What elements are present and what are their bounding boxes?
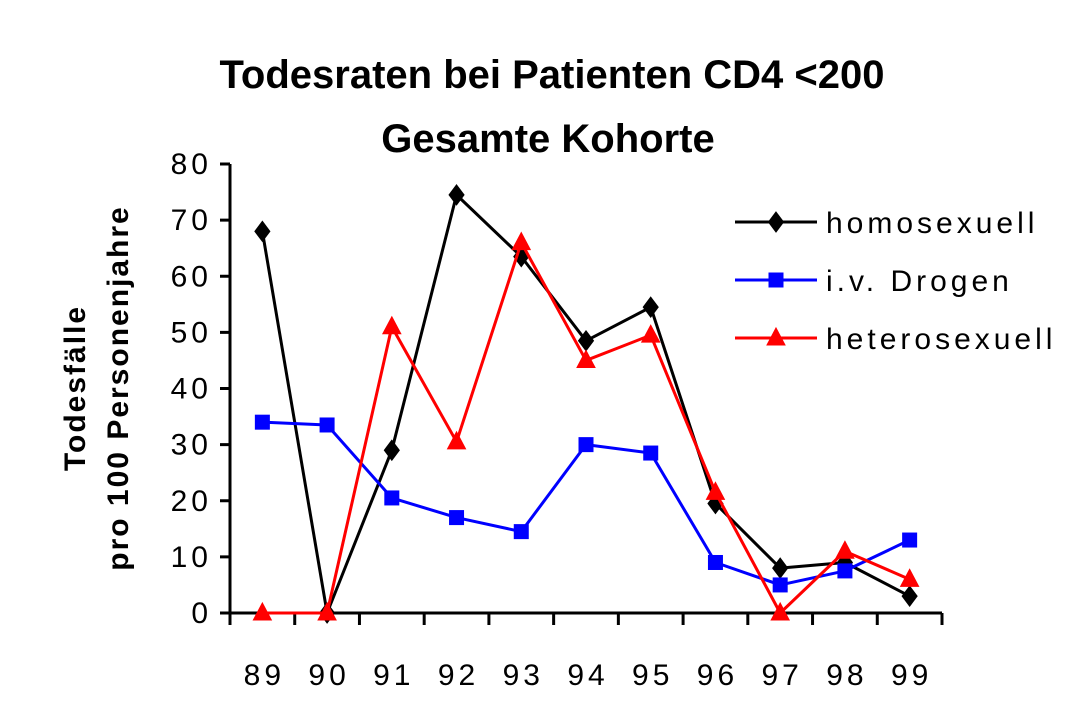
data-point bbox=[448, 184, 465, 206]
data-point bbox=[576, 349, 596, 368]
x-tick-labels: 89 90 91 92 93 94 95 96 97 98 99 bbox=[244, 659, 932, 692]
legend-marker bbox=[768, 272, 784, 288]
series-0 bbox=[254, 184, 918, 624]
series-line bbox=[260, 193, 911, 615]
data-point bbox=[902, 532, 918, 548]
x-tick-label: 89 bbox=[244, 659, 285, 692]
data-point bbox=[319, 417, 335, 433]
y-tick-label: 50 bbox=[171, 316, 212, 349]
y-tick-labels: 0 10 20 30 40 50 60 70 80 bbox=[171, 148, 212, 630]
y-tick-label: 70 bbox=[171, 204, 212, 237]
data-point bbox=[511, 231, 532, 251]
x-tick-label: 96 bbox=[697, 659, 738, 692]
x-tick-label: 99 bbox=[891, 659, 932, 692]
y-tick-label: 20 bbox=[171, 485, 212, 518]
x-tick-label: 93 bbox=[503, 659, 544, 692]
legend-label: heterosexuell bbox=[826, 323, 1056, 356]
data-point bbox=[449, 510, 465, 526]
series-layer bbox=[252, 184, 920, 624]
data-point bbox=[640, 324, 661, 343]
data-point bbox=[446, 430, 467, 450]
axes bbox=[220, 162, 944, 625]
y-axis-title-line-2: pro 100 Personenjahre bbox=[102, 205, 135, 570]
legend-marker bbox=[766, 326, 786, 346]
data-point bbox=[578, 437, 594, 453]
data-point bbox=[770, 601, 791, 621]
data-point bbox=[254, 220, 271, 243]
legend-label: homosexuell bbox=[826, 207, 1038, 240]
x-tick-label: 98 bbox=[826, 659, 867, 692]
data-point bbox=[705, 481, 726, 500]
x-tick-label: 97 bbox=[761, 659, 802, 692]
data-point bbox=[252, 601, 273, 621]
series-line bbox=[262, 241, 911, 615]
x-tick-label: 91 bbox=[373, 659, 414, 692]
data-point bbox=[381, 315, 402, 335]
series-1 bbox=[254, 414, 918, 593]
data-point bbox=[383, 439, 400, 462]
x-tick-label: 90 bbox=[308, 659, 349, 692]
y-tick-label: 60 bbox=[171, 260, 212, 293]
y-tick-label: 0 bbox=[191, 597, 212, 630]
data-point bbox=[317, 601, 337, 621]
y-tick-label: 80 bbox=[171, 148, 212, 181]
x-tick-label: 92 bbox=[438, 659, 479, 692]
data-point bbox=[384, 490, 400, 506]
x-tick-label: 95 bbox=[632, 659, 673, 692]
legend: homosexuell i.v. Drogen heterosexuell bbox=[735, 207, 1056, 356]
y-tick-label: 40 bbox=[171, 373, 212, 406]
x-tick-label: 94 bbox=[567, 659, 608, 692]
data-point bbox=[899, 568, 920, 587]
y-tick-label: 30 bbox=[171, 429, 212, 462]
legend-label: i.v. Drogen bbox=[826, 265, 1013, 298]
data-point bbox=[901, 585, 918, 607]
y-tick-label: 10 bbox=[171, 541, 212, 574]
data-point bbox=[513, 524, 529, 540]
chart-subtitle: Gesamte Kohorte bbox=[381, 117, 714, 161]
chart-title: Todesraten bei Patienten CD4 <200 bbox=[219, 53, 884, 97]
data-point bbox=[642, 296, 659, 318]
data-point bbox=[254, 414, 270, 430]
data-point bbox=[835, 540, 855, 559]
data-point bbox=[643, 445, 659, 461]
legend-marker bbox=[767, 211, 785, 233]
data-point bbox=[772, 577, 788, 593]
y-axis-title-line-1: Todesfälle bbox=[59, 305, 92, 471]
series-2 bbox=[252, 231, 920, 621]
data-point bbox=[707, 554, 723, 570]
data-point bbox=[837, 563, 853, 579]
